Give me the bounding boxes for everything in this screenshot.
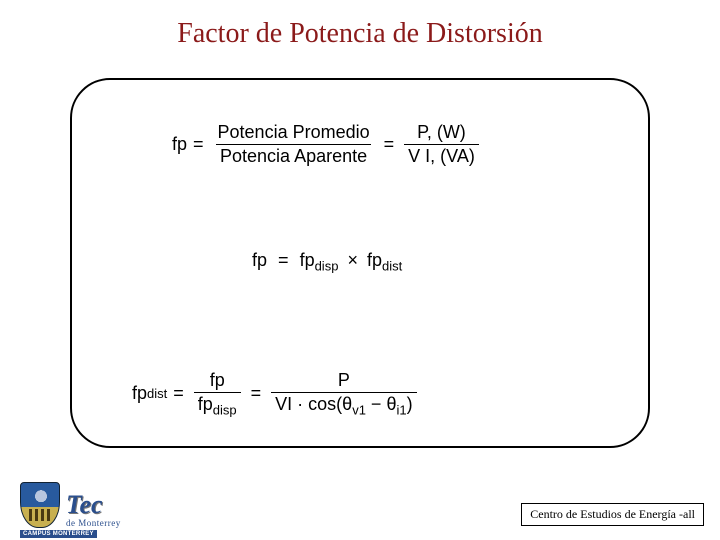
logo-text: Tec de Monterrey bbox=[66, 492, 121, 528]
eq3-frac1-num: fp bbox=[206, 370, 229, 392]
multiply-sign: × bbox=[347, 250, 358, 270]
eq3-fraction-2: P VI · cos(θv1 − θi1) bbox=[271, 370, 416, 418]
equation-3: fpdist = fp fpdisp = P VI · cos(θv1 − θi… bbox=[132, 370, 421, 418]
eq3-lhs-sub: dist bbox=[147, 386, 167, 401]
eq3-sub1: v1 bbox=[352, 403, 366, 418]
eq3-theta1: θ bbox=[342, 394, 352, 414]
eq1-frac1-num: Potencia Promedio bbox=[214, 122, 374, 144]
eq3-minus: − bbox=[366, 394, 387, 414]
eq3-lhs: fp bbox=[132, 383, 147, 404]
equals-sign: = bbox=[193, 134, 204, 155]
eq3-frac1-den-sub: disp bbox=[213, 403, 237, 418]
equals-sign: = bbox=[384, 134, 395, 155]
footer-credit: Centro de Estudios de Energía -all bbox=[521, 503, 704, 526]
eq3-frac1-den: fpdisp bbox=[194, 392, 241, 418]
content-frame: fp = Potencia Promedio Potencia Aparente… bbox=[70, 78, 650, 448]
eq1-frac1-den: Potencia Aparente bbox=[216, 144, 371, 167]
eq3-frac2-num: P bbox=[334, 370, 354, 392]
eq3-theta2: θ bbox=[386, 394, 396, 414]
eq2-term1-sub: disp bbox=[315, 259, 339, 274]
eq3-frac2-den: VI · cos(θv1 − θi1) bbox=[271, 392, 416, 418]
logo-tec-word: Tec bbox=[66, 492, 121, 518]
slide-title: Factor de Potencia de Distorsión bbox=[0, 0, 720, 50]
logo-subtitle: de Monterrey bbox=[66, 519, 121, 528]
eq1-fraction-1: Potencia Promedio Potencia Aparente bbox=[214, 122, 374, 167]
tec-logo: Tec de Monterrey bbox=[20, 482, 121, 528]
eq1-lhs: fp bbox=[172, 134, 187, 155]
eq3-den-right: ) bbox=[407, 394, 413, 414]
equals-sign: = bbox=[278, 250, 289, 270]
logo-campus-tag: CAMPUS MONTERREY bbox=[20, 530, 97, 538]
logo-shield-icon bbox=[20, 482, 60, 528]
eq3-sub2: i1 bbox=[396, 403, 406, 418]
eq2-term2: fp bbox=[367, 250, 382, 270]
eq1-fraction-2: P, (W) V I, (VA) bbox=[404, 122, 479, 167]
eq3-den-left: VI · cos( bbox=[275, 394, 342, 414]
equals-sign: = bbox=[251, 383, 262, 404]
eq2-term1: fp bbox=[300, 250, 315, 270]
eq1-frac2-den: V I, (VA) bbox=[404, 144, 479, 167]
equation-1: fp = Potencia Promedio Potencia Aparente… bbox=[172, 122, 483, 167]
eq2-term2-sub: dist bbox=[382, 259, 402, 274]
eq3-frac1-den-base: fp bbox=[198, 394, 213, 414]
eq2-lhs: fp bbox=[252, 250, 267, 270]
eq1-frac2-num: P, (W) bbox=[413, 122, 470, 144]
equals-sign: = bbox=[173, 383, 184, 404]
equation-2: fp = fpdisp × fpdist bbox=[252, 250, 402, 274]
eq3-fraction-1: fp fpdisp bbox=[194, 370, 241, 418]
